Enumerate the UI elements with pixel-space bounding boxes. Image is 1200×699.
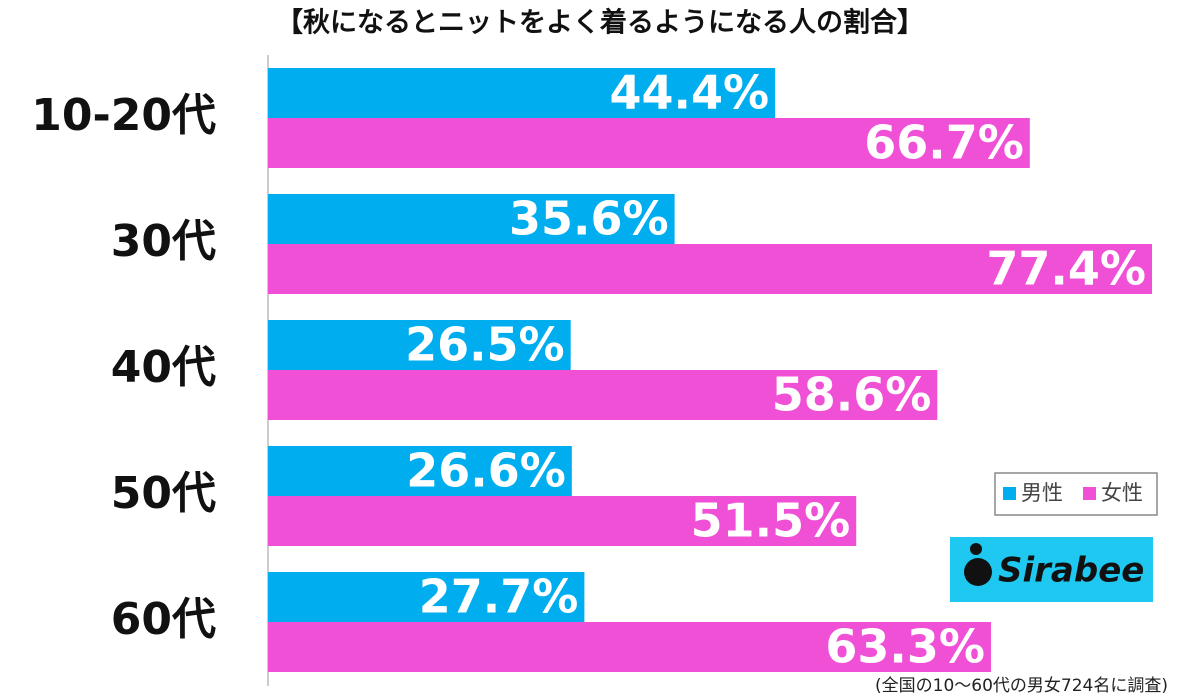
bar <box>268 496 857 546</box>
value-label: 35.6% <box>509 192 669 246</box>
value-label: 26.6% <box>406 444 566 498</box>
y-tick-label: 10-20代 <box>31 90 216 141</box>
legend-box <box>994 472 1158 516</box>
bar <box>268 622 991 672</box>
bar <box>268 118 1030 168</box>
logo-text: Sirabee <box>998 551 1144 591</box>
value-label: 26.5% <box>405 318 565 372</box>
value-label: 58.6% <box>772 368 932 422</box>
bar <box>268 446 572 496</box>
bar <box>268 68 776 118</box>
value-label: 66.7% <box>864 116 1024 170</box>
logo-icon <box>964 558 992 586</box>
y-tick-label: 60代 <box>111 594 216 645</box>
bar <box>268 370 938 420</box>
bar <box>268 320 571 370</box>
value-label: 63.3% <box>825 620 985 674</box>
bar <box>268 572 585 622</box>
bar <box>268 244 1153 294</box>
y-tick-label: 40代 <box>111 342 216 393</box>
value-label: 27.7% <box>419 570 579 624</box>
value-label: 77.4% <box>986 242 1146 296</box>
chart-title: 【秋になるとニットをよく着るようになる人の割合】 <box>276 7 924 39</box>
y-tick-label: 50代 <box>111 468 216 519</box>
legend-swatch <box>1003 487 1016 500</box>
legend-swatch <box>1083 487 1096 500</box>
value-label: 44.4% <box>610 66 770 120</box>
logo-icon-head <box>970 543 982 555</box>
value-label: 51.5% <box>691 494 851 548</box>
bar <box>268 194 675 244</box>
note: (全国の10～60代の男女724名に調査) <box>875 676 1168 696</box>
legend-label: 女性 <box>1101 481 1143 505</box>
y-tick-label: 30代 <box>111 216 216 267</box>
legend-label: 男性 <box>1021 481 1063 505</box>
